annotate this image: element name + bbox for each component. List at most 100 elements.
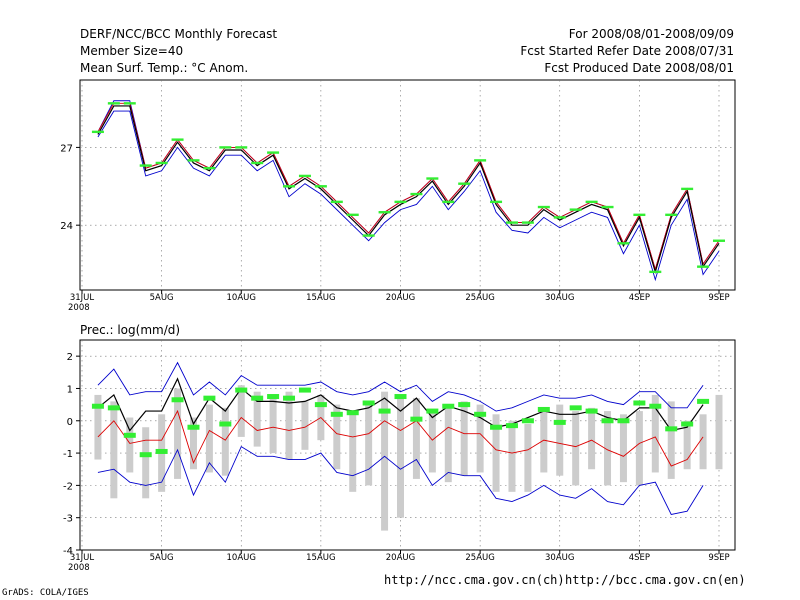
spread-box xyxy=(174,388,182,479)
series-line-blue-lower xyxy=(97,110,720,282)
spread-box xyxy=(556,404,564,476)
x-tick-label: 15AUG xyxy=(306,553,335,563)
series-line-ensemble-mean xyxy=(97,105,720,274)
ncc-link[interactable]: http://ncc.cma.gov.cn(ch) xyxy=(384,573,565,587)
observed-marker xyxy=(171,397,184,403)
observed-marker xyxy=(553,419,566,425)
observed-marker xyxy=(283,395,296,401)
observed-marker xyxy=(410,192,423,196)
observed-marker xyxy=(553,216,566,219)
spread-box xyxy=(412,398,420,479)
spread-box xyxy=(715,394,723,470)
x-tick-label: 9SEP xyxy=(708,293,729,303)
x-tick-label: 15AUG xyxy=(306,293,335,303)
spread-box xyxy=(126,417,134,473)
observed-marker xyxy=(346,410,359,416)
x-tick-label: 10AUG xyxy=(227,553,256,563)
spread-box xyxy=(476,404,484,473)
x-tick-label: 31JUL xyxy=(70,293,95,303)
observed-marker xyxy=(155,448,168,454)
x-tick-label: 30AUG xyxy=(545,553,574,563)
observed-marker xyxy=(601,205,614,209)
x-tick-label: 30AUG xyxy=(545,293,574,303)
spread-box xyxy=(221,407,229,476)
observed-marker xyxy=(123,102,136,105)
observed-marker xyxy=(219,146,232,149)
spread-box xyxy=(604,411,612,486)
spread-box xyxy=(301,401,309,450)
spread-box xyxy=(205,404,213,473)
plot-frame xyxy=(79,79,736,291)
observed-marker xyxy=(458,182,471,185)
observed-marker xyxy=(426,408,439,414)
series-line-red-member xyxy=(97,409,704,467)
x-tick-label: 10AUG xyxy=(227,293,256,303)
spread-box xyxy=(381,391,389,531)
observed-marker xyxy=(187,424,200,430)
observed-marker xyxy=(569,405,582,411)
observed-marker xyxy=(649,403,662,409)
y-tick-label: 1 xyxy=(67,384,73,395)
observed-marker xyxy=(665,426,678,432)
observed-marker xyxy=(330,200,343,204)
observed-marker xyxy=(505,221,518,224)
observed-marker xyxy=(394,200,407,204)
observed-marker xyxy=(346,213,359,217)
observed-marker xyxy=(458,402,471,408)
spread-box xyxy=(110,401,118,499)
spread-box xyxy=(428,411,436,473)
observed-marker xyxy=(617,242,630,245)
plot-frame xyxy=(79,339,736,551)
spread-box xyxy=(667,401,675,479)
observed-marker xyxy=(298,174,311,178)
grads-credit: GrADS: COLA/IGES xyxy=(2,588,89,598)
spread-box xyxy=(683,420,691,470)
observed-marker xyxy=(123,432,136,438)
spread-box xyxy=(365,401,373,486)
series-line-red-member xyxy=(97,102,720,271)
observed-marker xyxy=(697,398,710,404)
spread-box xyxy=(142,427,150,499)
spread-box xyxy=(397,394,404,518)
observed-marker xyxy=(474,159,487,162)
observed-marker xyxy=(107,102,120,105)
y-tick-label: -3 xyxy=(63,514,73,525)
y-tick-label: -1 xyxy=(63,449,73,460)
observed-marker xyxy=(107,405,120,411)
observed-marker xyxy=(442,403,455,409)
spread-box xyxy=(189,417,197,470)
observed-marker xyxy=(585,408,598,414)
observed-marker xyxy=(490,424,503,430)
observed-marker xyxy=(521,221,534,224)
observed-marker xyxy=(267,151,280,154)
observed-marker xyxy=(697,265,710,268)
y-tick-label: 2 xyxy=(67,352,73,363)
observed-marker xyxy=(649,270,662,274)
observed-marker xyxy=(601,418,614,424)
x-tick-label: 31JUL xyxy=(70,553,95,563)
x-tick-label: 20AUG xyxy=(386,553,415,563)
bcc-link[interactable]: http://bcc.cma.gov.cn(en) xyxy=(565,573,746,587)
series-line-ensemble-mean xyxy=(97,377,704,432)
observed-marker xyxy=(633,400,646,406)
x-tick-label: 20AUG xyxy=(386,293,415,303)
series-line-blue-lower xyxy=(97,445,704,515)
observed-marker xyxy=(681,421,694,427)
x-tick-label: 25AUG xyxy=(465,293,494,303)
spread-box xyxy=(508,420,516,492)
y-tick-label: 24 xyxy=(60,221,73,232)
observed-marker xyxy=(633,213,646,217)
spread-box xyxy=(572,411,580,486)
x-tick-label: 4SEP xyxy=(629,293,650,303)
x-tick-label: 4SEP xyxy=(629,553,650,563)
observed-marker xyxy=(442,200,455,204)
observed-marker xyxy=(314,185,327,188)
observed-marker xyxy=(681,187,694,191)
observed-marker xyxy=(314,402,327,408)
variable-label: Mean Surf. Temp.: °C Anom. xyxy=(80,61,249,75)
spread-box xyxy=(699,414,707,470)
spread-box xyxy=(588,407,596,470)
observed-marker xyxy=(585,200,598,204)
spread-box xyxy=(237,385,245,437)
